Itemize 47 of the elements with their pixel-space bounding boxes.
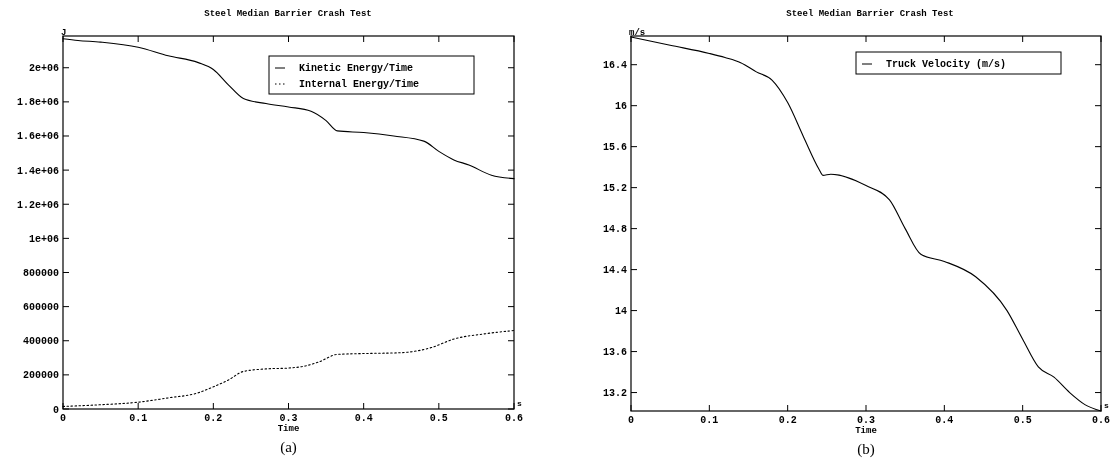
text: (a) [280, 439, 297, 456]
x-tick-label: 0.3 [856, 415, 876, 426]
y-tick-label: 1.2e+06 [16, 199, 59, 211]
x-tick-label: 0.1 [129, 413, 148, 424]
x-tick-label: 0.2 [778, 415, 797, 426]
x-tick-label: 0.6 [1091, 415, 1111, 426]
chart-title: Steel Median Barrier Crash Test [786, 9, 954, 19]
y-tick-label: 200000 [22, 370, 59, 382]
y-tick-label: 1.8e+06 [16, 97, 59, 109]
y-tick-label: 600000 [22, 302, 59, 314]
y-tick-label: 14.8 [602, 224, 627, 236]
y-tick-label: 1.6e+06 [16, 131, 59, 143]
x-axis-title: Time [855, 426, 877, 436]
x-tick-label: 0.5 [429, 413, 448, 424]
y-tick-label: 400000 [22, 336, 59, 348]
y-tick-label: 1e+06 [28, 233, 59, 245]
legend-label: Kinetic Energy/Time [299, 63, 414, 74]
y-tick-label: 2e+06 [28, 63, 59, 75]
x-tick-label: 0.1 [700, 415, 719, 426]
y-axis-title: m/s [629, 28, 646, 38]
x-tick-label: 0 [59, 413, 67, 424]
x-tick-label: 0.4 [354, 413, 373, 424]
chart-title: Steel Median Barrier Crash Test [204, 9, 372, 19]
y-axis-title: J [61, 28, 67, 38]
y-tick-label: 13.2 [602, 388, 627, 400]
x-tick-label: 0.6 [504, 413, 524, 424]
y-tick-label: 800000 [22, 267, 59, 279]
text: s [517, 399, 522, 408]
text: (b) [857, 441, 875, 458]
y-tick-label: 14 [614, 306, 627, 318]
y-tick-label: 14.4 [602, 265, 627, 277]
x-tick-label: 0.3 [279, 413, 298, 424]
legend-label: Truck Velocity (m/s) [886, 59, 1007, 70]
y-tick-label: 1.4e+06 [16, 165, 59, 177]
x-tick-label: 0.5 [1013, 415, 1032, 426]
legend-label: Internal Energy/Time [299, 79, 420, 90]
y-tick-label: 0 [52, 404, 59, 416]
y-tick-label: 16 [614, 101, 627, 113]
text: s [1104, 401, 1109, 410]
x-tick-label: 0.4 [935, 415, 954, 426]
y-tick-label: 13.6 [602, 347, 627, 359]
y-tick-label: 16.4 [602, 60, 627, 72]
y-tick-label: 15.6 [602, 142, 627, 154]
x-axis-title: Time [277, 424, 300, 434]
x-tick-label: 0.2 [204, 413, 223, 424]
x-tick-label: 0 [627, 415, 635, 426]
y-tick-label: 15.2 [602, 183, 627, 195]
